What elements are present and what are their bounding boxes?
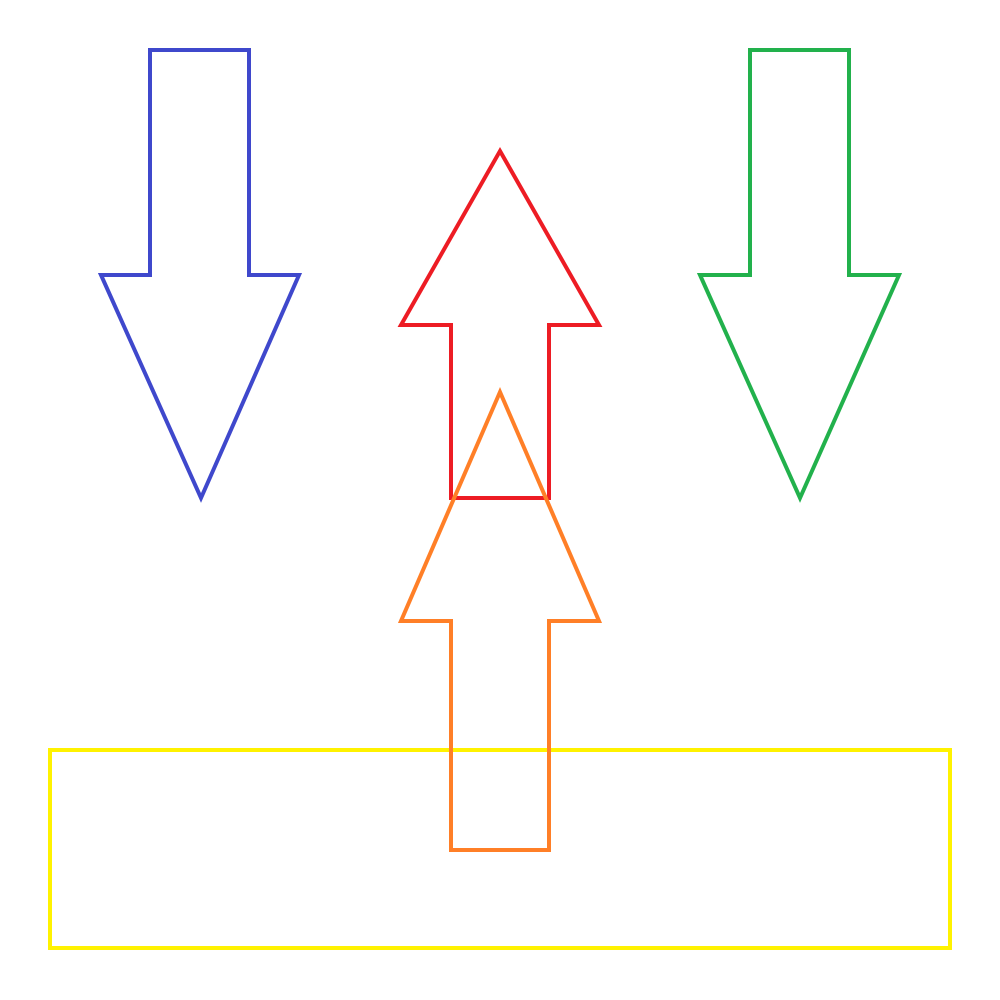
orange-up-arrow <box>397 386 603 852</box>
yellow-rectangle <box>48 748 952 950</box>
red-up-arrow <box>397 146 603 500</box>
green-down-arrow <box>696 48 903 503</box>
blue-down-arrow <box>97 48 303 503</box>
